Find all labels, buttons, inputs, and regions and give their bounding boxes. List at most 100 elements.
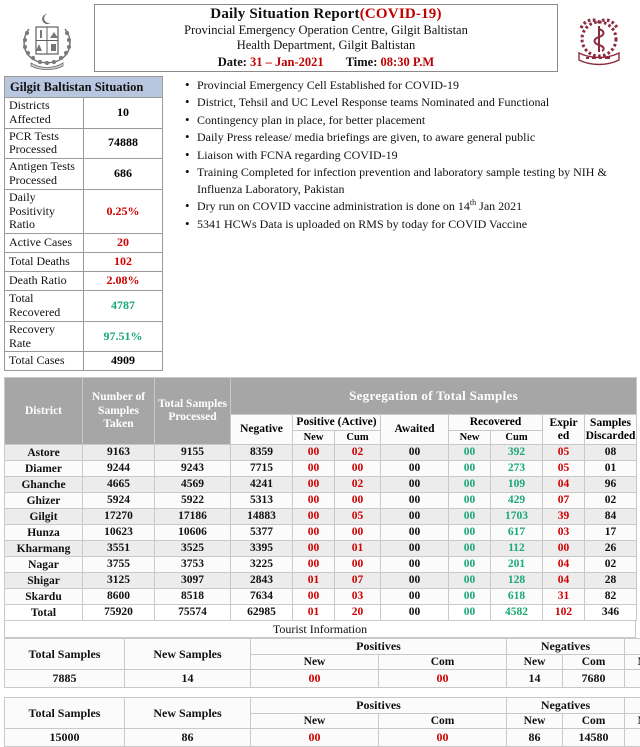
situation-value: 2.08%	[83, 272, 162, 291]
cell-processed: 4569	[155, 477, 231, 493]
col-header-recovered: Recovered	[625, 698, 640, 714]
tourist-table-1: Total Samples New Samples Positives Nega…	[4, 638, 640, 688]
col-header-positives: Positives	[251, 639, 507, 655]
col-header-expired: Expir ed	[543, 415, 585, 445]
cell-positives-new: 00	[251, 670, 379, 688]
cell-expired: 04	[543, 573, 585, 589]
cell-recovered-new: 00	[449, 589, 491, 605]
cell-processed: 75574	[155, 605, 231, 621]
cell-positive-cum: 02	[335, 477, 381, 493]
cell-awaited: 00	[381, 493, 449, 509]
col-header-negatives-com: Com	[563, 655, 625, 670]
cell-district: Total	[5, 605, 83, 621]
cell-negative: 3395	[231, 541, 293, 557]
cell-processed: 5922	[155, 493, 231, 509]
gb-situation-table: Gilgit Baltistan Situation Districts Aff…	[4, 76, 163, 371]
col-header-positives: Positives	[251, 698, 507, 714]
situation-label: Active Cases	[5, 234, 84, 253]
cell-recovered-new: 00	[449, 525, 491, 541]
cell-positive-new: 00	[293, 557, 335, 573]
cell-taken: 3125	[83, 573, 155, 589]
cell-positive-cum: 03	[335, 589, 381, 605]
cell-discarded: 08	[585, 445, 637, 461]
cell-processed: 3097	[155, 573, 231, 589]
cell-district: Astore	[5, 445, 83, 461]
cell-positive-new: 00	[293, 445, 335, 461]
cell-discarded: 96	[585, 477, 637, 493]
table-row-total: Total 75920 75574 62985 01 20 00 00 4582…	[5, 605, 637, 621]
situation-value: 74888	[83, 128, 162, 159]
cell-district: Hunza	[5, 525, 83, 541]
cell-discarded: 02	[585, 557, 637, 573]
situation-table-title: Gilgit Baltistan Situation	[5, 77, 163, 98]
situation-row-antigen-tests: Antigen Tests Processed 686	[5, 159, 163, 190]
cell-positive-cum: 05	[335, 509, 381, 525]
cell-processed: 3525	[155, 541, 231, 557]
table-row: Diamer 9244 9243 7715 00 00 00 00 273 05…	[5, 461, 637, 477]
situation-value: 4787	[83, 291, 162, 322]
cell-negative: 3225	[231, 557, 293, 573]
cell-processed: 17186	[155, 509, 231, 525]
cell-positive-new: 01	[293, 573, 335, 589]
cell-expired: 39	[543, 509, 585, 525]
cell-expired: 102	[543, 605, 585, 621]
tourist1-header-row-1: Total Samples New Samples Positives Nega…	[5, 639, 640, 655]
dryrun-text-post: Jan 2021	[476, 199, 522, 213]
cell-positive-new: 00	[293, 541, 335, 557]
cell-expired: 07	[543, 493, 585, 509]
situation-value: 0.25%	[83, 189, 162, 233]
table-row: Kharmang 3551 3525 3395 00 01 00 00 112 …	[5, 541, 637, 557]
col-header-negatives-com: Com	[563, 714, 625, 729]
cell-positives-com: 00	[379, 729, 507, 747]
cell-awaited: 00	[381, 445, 449, 461]
situation-row-total-cases: Total Cases 4909	[5, 352, 163, 371]
cell-recovered-cum: 109	[491, 477, 543, 493]
col-header-positives-com: Com	[379, 714, 507, 729]
cell-positive-cum: 00	[335, 525, 381, 541]
health-department-emblem-icon	[562, 3, 636, 73]
cell-positive-new: 01	[293, 605, 335, 621]
cell-taken: 17270	[83, 509, 155, 525]
cell-negative: 5313	[231, 493, 293, 509]
tourist-tables-divider	[4, 688, 636, 697]
col-header-negatives-new: New	[507, 655, 563, 670]
cell-total-samples: 15000	[5, 729, 125, 747]
col-header-total-samples: Total Samples	[5, 639, 125, 670]
cell-positive-cum: 20	[335, 605, 381, 621]
cell-recovered-cum: 429	[491, 493, 543, 509]
cell-awaited: 00	[381, 525, 449, 541]
col-header-recovered: Recovered	[625, 639, 640, 655]
title-box: Daily Situation Report(COVID-19) Provinc…	[94, 4, 558, 72]
report-title-main: Daily Situation Report	[210, 6, 359, 22]
cell-processed: 8518	[155, 589, 231, 605]
cell-expired: 04	[543, 477, 585, 493]
cell-taken: 5924	[83, 493, 155, 509]
cell-awaited: 00	[381, 557, 449, 573]
situation-row-total-recovered: Total Recovered 4787	[5, 291, 163, 322]
cell-district: Ghanche	[5, 477, 83, 493]
situation-value: 20	[83, 234, 162, 253]
col-header-samples-processed: Total Samples Processed	[155, 378, 231, 445]
col-header-samples-discarded: Samples Discarded	[585, 415, 637, 445]
table-row: Hunza 10623 10606 5377 00 00 00 00 617 0…	[5, 525, 637, 541]
col-header-total-samples: Total Samples	[5, 698, 125, 729]
upper-section: Gilgit Baltistan Situation Districts Aff…	[4, 76, 636, 371]
cell-negative: 5377	[231, 525, 293, 541]
col-header-positive-new: New	[293, 431, 335, 445]
col-header-recovered-new: New	[625, 655, 640, 670]
situation-value: 4909	[83, 352, 162, 371]
cell-recovered-new: 00	[449, 445, 491, 461]
date-label: Date:	[218, 55, 247, 69]
cell-negatives-com: 14580	[563, 729, 625, 747]
col-header-positives-com: Com	[379, 655, 507, 670]
situation-row-active-cases: Active Cases 20	[5, 234, 163, 253]
cell-positive-cum: 07	[335, 573, 381, 589]
cell-taken: 75920	[83, 605, 155, 621]
cell-positive-new: 00	[293, 477, 335, 493]
cell-district: Ghizer	[5, 493, 83, 509]
situation-label: Districts Affected	[5, 98, 84, 129]
list-item: Liaison with FCNA regarding COVID-19	[185, 147, 636, 163]
situation-label: Daily Positivity Ratio	[5, 189, 84, 233]
situation-row-recovery-rate: Recovery Rate 97.51%	[5, 321, 163, 352]
situation-row-death-ratio: Death Ratio 2.08%	[5, 272, 163, 291]
